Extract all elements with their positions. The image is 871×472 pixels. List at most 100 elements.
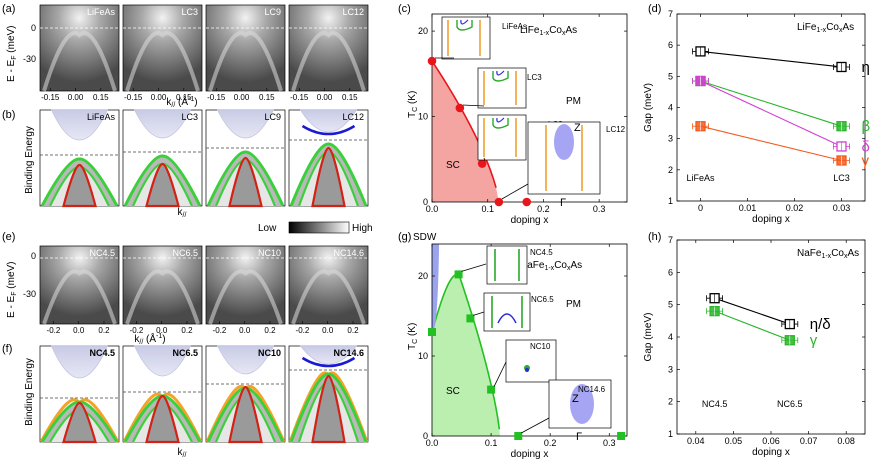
top-schem-ylabel: Binding Energy: [24, 126, 35, 194]
bot-schem-label-3: NC14.6: [333, 348, 364, 358]
chart-c-bz-z: Z: [574, 122, 581, 134]
chart-c-xtick-label: 0.3: [593, 204, 606, 214]
chart-g-ytick-label: 0: [423, 431, 428, 441]
chart-g-point-2: [466, 314, 475, 323]
chart-c-inset-frame: [477, 114, 527, 161]
top-schem-red-band-2: [228, 156, 263, 208]
top-arpes-xtick-label: 0.15: [259, 93, 275, 102]
chart-d-series-line-3: [700, 125, 842, 162]
chart-g-inset-frame: [505, 339, 557, 383]
top-arpes-panel-0: LiFeAs -0.15 0.00 0.15: [39, 4, 120, 102]
bot-arpes-band-2: [208, 269, 283, 325]
bot-arpes-ytick-0: 0: [31, 251, 36, 261]
bot-schem-electron-pocket-1: [133, 345, 192, 377]
chart-c-inset-frame: [441, 16, 491, 60]
chart-g-point-5: [617, 432, 626, 440]
chart-h-xtick-label: 0.06: [762, 436, 780, 446]
bot-schem-blue-band-3: [301, 356, 356, 368]
chart-h-series-label-1: γ: [810, 332, 818, 349]
chart-c-sc-label: SC: [446, 160, 460, 171]
chart-g-pm-label: PM: [566, 299, 581, 310]
chart-g-sdw-region: [432, 244, 440, 328]
bottom-arpes-panels: NC4.5 -0.2 0.0 0.2 NC6.5 -0.2 0.0 0.2 NC10 -0.2 0.…: [39, 245, 369, 335]
chart-d-title: LiFe1-xCoxAs: [797, 22, 854, 34]
bot-arpes-band-1: [125, 269, 200, 325]
bot-schem-label-0: NC4.5: [89, 348, 115, 358]
chart-g-ylabel: TC (K): [407, 323, 419, 350]
top-schem-panel-1: LC3: [122, 109, 203, 208]
panel-b: (b) LiFeAs LC3 LC9 LC12 Binding Energy k//: [2, 109, 369, 219]
top-arpes-image-1: [122, 4, 203, 92]
chart-d-category-label-0: LiFeAs: [686, 173, 715, 183]
bot-arpes-xtick-label: -0.2: [130, 326, 144, 335]
top-arpes-band-1: [125, 31, 200, 92]
panel-c-letter: (c): [398, 3, 411, 15]
top-schematic-panels: LiFeAs LC3 LC9 LC12: [39, 109, 369, 208]
chart-h-ylabel: Gap (meV): [643, 313, 654, 362]
chart-c-point-2: [477, 159, 487, 168]
top-schem-label-1: LC3: [181, 112, 198, 122]
chart-g-pointer: [521, 417, 550, 434]
chart-g-ytick-label: 20: [418, 271, 428, 281]
top-arpes-xtick-label: 0.15: [342, 93, 358, 102]
chart-h-ytick-label: 1: [668, 429, 673, 439]
chart-c-point-1: [455, 103, 465, 113]
chart-g-inset-3: Z Γ NC14.6: [548, 379, 612, 443]
chart-h-xtick-label: 0.04: [687, 436, 705, 446]
chart-c-inset-frame: [477, 67, 527, 109]
chart-g-xtick-label: 0.1: [485, 438, 498, 448]
panel-e-letter: (e): [2, 231, 15, 243]
chart-c-inset-label: LC3: [527, 73, 542, 82]
chart-g-inset-label: NC10: [530, 342, 551, 351]
chart-d-ytick-label: 5: [668, 71, 673, 81]
chart-g-inset-frame: [486, 245, 528, 285]
chart-h-series-line-1: [714, 310, 790, 341]
top-arpes-band-2: [208, 31, 283, 92]
chart-d-series-line-2: [700, 80, 842, 147]
bot-arpes-xtick-label: 0.2: [181, 326, 193, 335]
top-arpes-band-3: [291, 31, 366, 92]
top-arpes-panels: LiFeAs -0.15 0.00 0.15 LC3 -0.15 0.00 0.15 LC9 -0…: [39, 4, 369, 102]
chart-h-series-label-0: η/δ: [810, 316, 831, 333]
chart-g-pointer: [493, 361, 507, 387]
top-schem-blue-band-3: [301, 124, 356, 136]
top-arpes-xlabel: k// (Å-1): [166, 95, 197, 109]
top-arpes-ylabel: E - EF (meV): [6, 25, 18, 82]
bot-arpes-label-0: NC4.5: [89, 248, 115, 258]
chart-c-inset-fs-blue: [496, 117, 505, 123]
chart-g-frame: [431, 243, 628, 437]
top-arpes-panel-3: LC12 -0.15 0.00 0.15: [288, 4, 369, 102]
bot-arpes-xlabel: k// (Å-1): [134, 332, 165, 346]
chart-c-ytick-label: 0: [423, 197, 428, 207]
bot-arpes-xtick-label: 0.2: [98, 326, 110, 335]
panel-f-letter: (f): [2, 343, 12, 355]
chart-c-xtick-label: 0.0: [426, 204, 439, 214]
chart-g-inset-label: NC14.6: [578, 385, 606, 394]
top-arpes-xtick-label: 0.15: [93, 93, 109, 102]
chart-d-ytick-label: 3: [668, 134, 673, 144]
chart-g-tc-nafeas: (g) 0.0 0.1 0.2 0.3 0 10 20 doping x TC (K) NaFe1…: [398, 231, 628, 460]
chart-c-point-4: [522, 197, 532, 207]
panel-h-letter: (h): [648, 231, 661, 243]
top-schem-electron-pocket-2: [216, 109, 275, 139]
top-schem-label-0: LiFeAs: [87, 112, 116, 122]
bot-arpes-label-3: NC14.6: [333, 248, 364, 258]
chart-c-inset-fs-green: [456, 20, 473, 31]
chart-h-xtick-label: 0.07: [800, 436, 818, 446]
chart-h-xlabel: doping x: [752, 447, 790, 458]
chart-c-inset-fs-green: [492, 71, 509, 82]
bot-schem-panel-1: NC6.5: [122, 345, 203, 444]
top-arpes-xtick-label: 0.15: [176, 93, 192, 102]
chart-g-xlabel: doping x: [511, 449, 549, 460]
top-schem-panel-2: LC9: [205, 109, 286, 208]
bot-schem-electron-pocket-0: [50, 345, 109, 379]
colorbar: Low High: [258, 221, 373, 234]
chart-c-ytick-label: 10: [418, 112, 428, 122]
chart-g-sc-dome: [432, 273, 500, 436]
chart-c-pointer: [501, 183, 529, 200]
colorbar-low-label: Low: [258, 223, 277, 234]
chart-c-inset-label: LiFeAs: [502, 22, 527, 31]
chart-c-ylabel: TC (K): [407, 91, 419, 118]
chart-g-point-1: [454, 270, 463, 279]
chart-g-ytick-label: 10: [418, 351, 428, 361]
